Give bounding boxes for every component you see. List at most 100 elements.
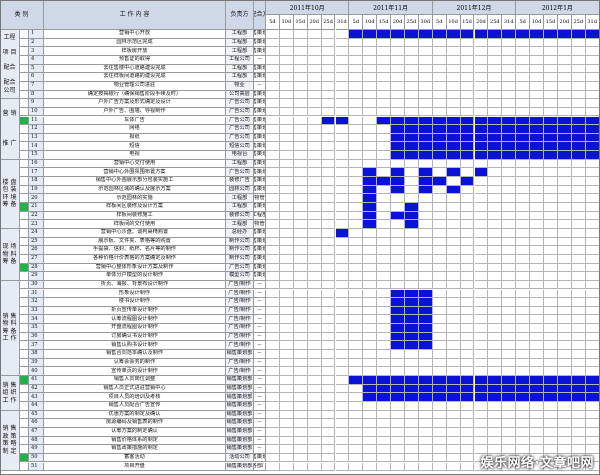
schedule-cell — [307, 194, 322, 203]
schedule-cell — [363, 90, 378, 100]
schedule-cell — [544, 194, 558, 203]
schedule-cell — [279, 272, 294, 281]
row-number: 28 — [29, 263, 44, 273]
schedule-cell — [363, 341, 378, 351]
row-number: 51 — [29, 462, 44, 472]
schedule-cell — [363, 133, 378, 143]
responsible-party: 广告公司 — [226, 133, 254, 143]
schedule-cell — [544, 211, 558, 221]
schedule-bar — [418, 393, 433, 402]
schedule-cell — [335, 142, 350, 152]
schedule-cell — [279, 168, 294, 178]
schedule-cell — [516, 220, 531, 229]
task-name: 单体分户模型的设计制作 — [44, 272, 226, 281]
month-header: 2011年12月 — [432, 0, 517, 15]
schedule-cell — [544, 410, 558, 420]
schedule-bar — [530, 393, 544, 402]
schedule-cell — [335, 237, 350, 247]
milestone-marker — [20, 203, 29, 212]
schedule-cell — [585, 38, 600, 48]
marker-cell — [20, 393, 29, 402]
cooperating-party: 销售策划部 — [254, 453, 266, 463]
responsible-party: 广告/制作 — [226, 315, 254, 325]
schedule-bar — [488, 116, 503, 126]
schedule-bar — [474, 384, 489, 394]
schedule-cell — [432, 280, 447, 290]
schedule-cell — [571, 272, 586, 281]
marker-cell — [20, 151, 29, 160]
schedule-cell — [418, 228, 433, 238]
schedule-cell — [446, 350, 461, 359]
schedule-bar — [335, 116, 350, 126]
schedule-cell — [516, 315, 531, 325]
schedule-cell — [321, 168, 336, 178]
schedule-cell — [405, 367, 419, 376]
schedule-cell — [307, 384, 322, 394]
schedule-cell — [293, 350, 308, 359]
task-name: 订房确认书设计制作 — [44, 332, 226, 342]
task-name: 宣传单页的设计制作 — [44, 367, 226, 376]
schedule-cell — [418, 358, 433, 368]
schedule-cell — [335, 445, 350, 454]
schedule-cell — [335, 462, 350, 472]
schedule-cell — [488, 81, 503, 91]
cooperating-party: 销售策划部 — [254, 30, 266, 39]
schedule-cell — [446, 289, 461, 299]
schedule-cell — [266, 203, 280, 212]
schedule-cell — [279, 376, 294, 385]
schedule-cell — [474, 289, 489, 299]
schedule-cell — [530, 73, 544, 82]
cooperating-party: － — [254, 55, 266, 65]
schedule-cell — [349, 107, 364, 117]
schedule-cell — [516, 462, 531, 472]
milestone-marker — [20, 453, 29, 463]
cooperating-party: 销售策划部 — [254, 168, 266, 178]
schedule-cell — [405, 73, 419, 82]
schedule-cell — [391, 263, 405, 273]
schedule-bar — [557, 376, 572, 385]
schedule-cell — [544, 315, 558, 325]
schedule-cell — [516, 401, 531, 411]
schedule-cell — [307, 263, 322, 273]
marker-cell — [20, 220, 29, 229]
schedule-bar — [474, 168, 489, 178]
schedule-cell — [502, 427, 517, 437]
schedule-cell — [502, 246, 517, 255]
schedule-cell — [571, 306, 586, 316]
row-number: 6 — [29, 73, 44, 82]
week-header: 20d — [307, 15, 322, 30]
schedule-cell — [432, 38, 447, 48]
schedule-cell — [377, 341, 392, 351]
task-name: 认筹方案的制定确认 — [44, 427, 226, 437]
schedule-bar — [544, 125, 558, 134]
cooperating-party: 销售策划部 — [254, 116, 266, 126]
schedule-cell — [516, 159, 531, 169]
schedule-cell — [502, 358, 517, 368]
schedule-cell — [557, 324, 572, 333]
schedule-cell — [557, 228, 572, 238]
schedule-bar — [377, 376, 392, 385]
schedule-cell — [405, 177, 419, 186]
schedule-cell — [585, 228, 600, 238]
schedule-bar — [446, 185, 461, 195]
schedule-cell — [418, 419, 433, 428]
schedule-cell — [446, 99, 461, 108]
schedule-cell — [391, 272, 405, 281]
schedule-bar — [432, 384, 447, 394]
cooperating-party: 销售策划部 — [254, 246, 266, 255]
task-name: 销售合同范本确认及制作 — [44, 350, 226, 359]
row-number: 12 — [29, 125, 44, 134]
schedule-cell — [530, 445, 544, 454]
schedule-bar — [418, 151, 433, 160]
schedule-cell — [585, 263, 600, 273]
schedule-cell — [321, 367, 336, 376]
schedule-cell — [516, 47, 531, 56]
row-number: 40 — [29, 367, 44, 376]
schedule-cell — [557, 350, 572, 359]
cooperating-party: 销售策划部 — [254, 107, 266, 117]
schedule-cell — [279, 177, 294, 186]
cooperating-party: － — [254, 298, 266, 307]
schedule-cell — [279, 410, 294, 420]
schedule-cell — [585, 185, 600, 195]
schedule-cell — [266, 254, 280, 264]
